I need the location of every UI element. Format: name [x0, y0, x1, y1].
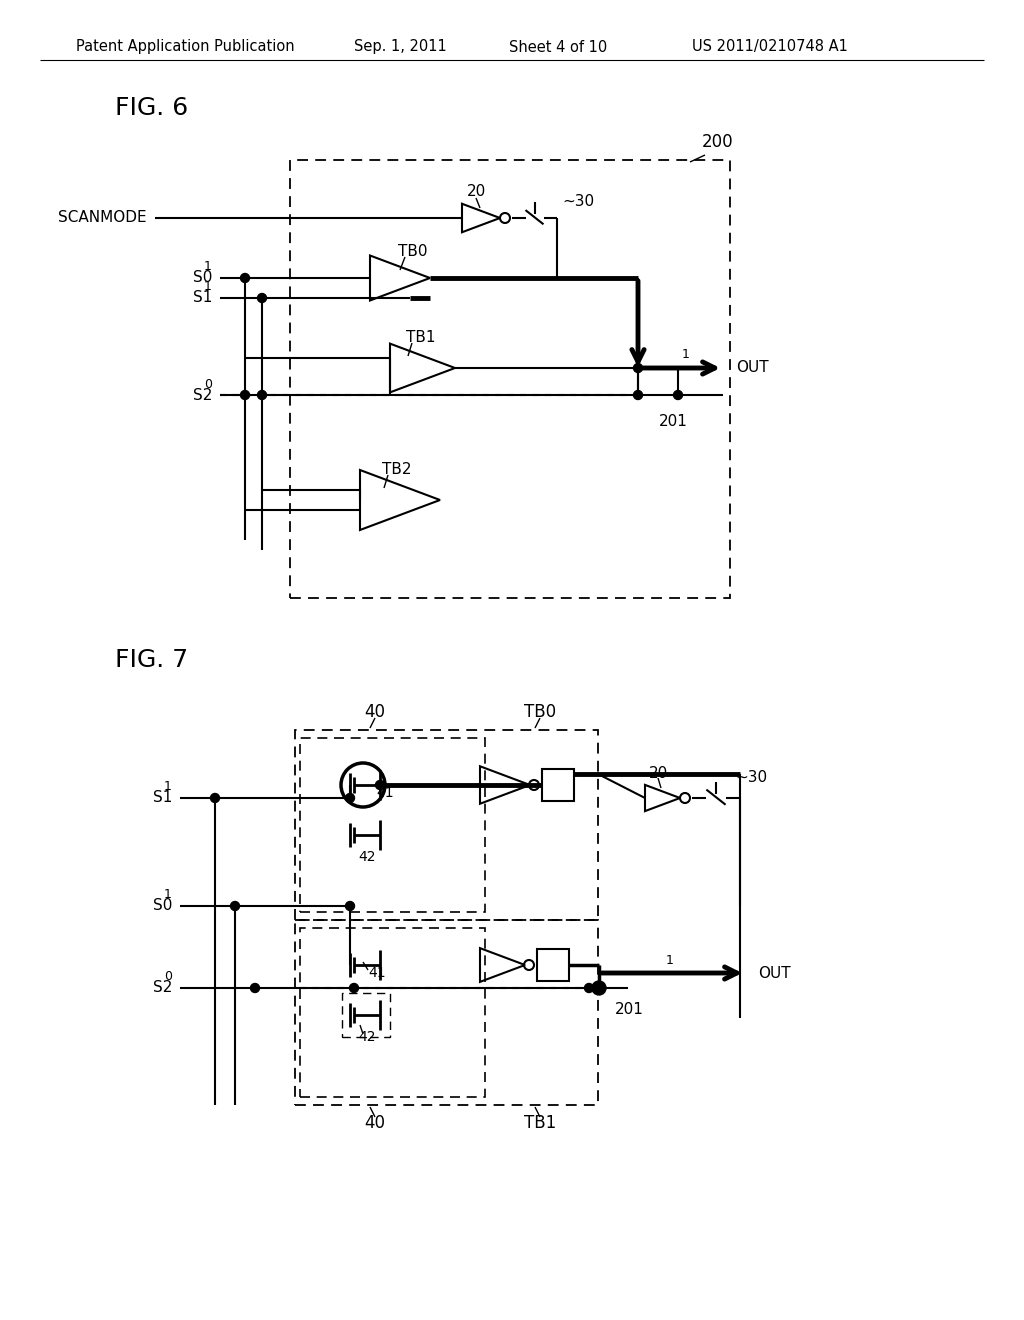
Text: 42: 42 — [358, 1030, 376, 1044]
Text: 40: 40 — [365, 704, 385, 721]
Text: Sheet 4 of 10: Sheet 4 of 10 — [509, 40, 607, 54]
Text: TB1: TB1 — [406, 330, 435, 346]
Text: S2: S2 — [153, 981, 172, 995]
Text: 20: 20 — [466, 185, 485, 199]
Text: 200: 200 — [702, 133, 733, 150]
Bar — [537, 949, 569, 981]
Text: S0: S0 — [193, 271, 212, 285]
Circle shape — [230, 902, 240, 911]
Text: 0: 0 — [164, 970, 172, 983]
Text: S2: S2 — [193, 388, 212, 403]
Bar — [295, 920, 598, 1105]
Bar — [295, 730, 598, 920]
Bar — [542, 770, 574, 801]
Text: Patent Application Publication: Patent Application Publication — [76, 40, 294, 54]
Text: FIG. 6: FIG. 6 — [115, 96, 188, 120]
Circle shape — [345, 902, 354, 911]
Text: Sep. 1, 2011: Sep. 1, 2011 — [353, 40, 446, 54]
Text: 201: 201 — [614, 1002, 643, 1018]
Text: OUT: OUT — [736, 360, 769, 375]
Text: 41: 41 — [376, 785, 393, 800]
Circle shape — [251, 983, 259, 993]
Circle shape — [349, 983, 358, 993]
Circle shape — [376, 780, 384, 789]
Text: 42: 42 — [358, 850, 376, 865]
Text: S1: S1 — [193, 290, 212, 305]
Text: 1: 1 — [204, 260, 212, 273]
Circle shape — [241, 391, 250, 400]
Text: 20: 20 — [648, 766, 668, 780]
Circle shape — [634, 391, 642, 400]
Text: 1: 1 — [164, 780, 172, 793]
Circle shape — [257, 391, 266, 400]
Text: S0: S0 — [153, 899, 172, 913]
Bar — [300, 738, 485, 912]
Text: TB0: TB0 — [398, 244, 427, 260]
Circle shape — [241, 273, 250, 282]
Text: 1: 1 — [666, 953, 674, 966]
Text: 1: 1 — [682, 347, 690, 360]
Text: FIG. 7: FIG. 7 — [115, 648, 188, 672]
Bar — [290, 160, 730, 598]
Circle shape — [257, 293, 266, 302]
Text: ~30: ~30 — [562, 194, 594, 210]
Text: 1: 1 — [164, 888, 172, 902]
Circle shape — [345, 793, 354, 803]
Text: TB0: TB0 — [524, 704, 556, 721]
Text: S1: S1 — [153, 791, 172, 805]
Circle shape — [211, 793, 219, 803]
Circle shape — [592, 981, 606, 995]
Text: OUT: OUT — [758, 965, 791, 981]
Text: 1: 1 — [204, 281, 212, 293]
Text: ~30: ~30 — [735, 771, 767, 785]
Text: SCANMODE: SCANMODE — [58, 210, 147, 226]
Bar — [342, 993, 390, 1038]
Text: 40: 40 — [365, 1114, 385, 1133]
Circle shape — [674, 391, 683, 400]
Circle shape — [585, 983, 594, 993]
Text: 41: 41 — [368, 966, 386, 979]
Bar — [300, 928, 485, 1097]
Circle shape — [634, 363, 642, 372]
Text: 0: 0 — [204, 378, 212, 391]
Text: 201: 201 — [658, 413, 687, 429]
Text: US 2011/0210748 A1: US 2011/0210748 A1 — [692, 40, 848, 54]
Text: TB2: TB2 — [382, 462, 412, 478]
Text: TB1: TB1 — [524, 1114, 556, 1133]
